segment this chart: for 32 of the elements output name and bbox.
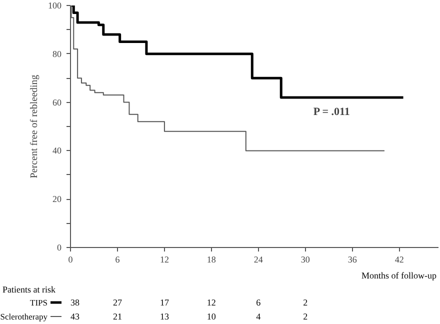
text: 4: [256, 312, 262, 322]
y-tick-label: 40: [52, 146, 62, 156]
x-tick-label: 0: [68, 254, 74, 264]
legend-label: TIPS: [30, 298, 48, 308]
y-tick-label: 0: [57, 242, 62, 252]
y-tick-label: 100: [48, 0, 62, 10]
text: 27: [112, 298, 122, 308]
text: 2: [303, 312, 308, 322]
text: 21: [112, 312, 122, 322]
text: Patients at risk: [2, 284, 56, 294]
x-axis-title: Months of follow-up: [362, 270, 437, 280]
text: 13: [160, 312, 170, 322]
x-tick-label: 6: [115, 254, 120, 264]
x-tick-label: 30: [300, 254, 310, 264]
text: 38: [70, 298, 80, 308]
text: 17: [160, 298, 170, 308]
annotation: P = .011: [313, 106, 350, 118]
x-tick-label: 36: [348, 254, 358, 264]
text: 10: [206, 312, 216, 322]
text: 43: [70, 312, 80, 322]
y-tick-label: 80: [52, 48, 62, 59]
text: 12: [206, 298, 216, 308]
y-axis-title: Percent free of rebleeding: [29, 74, 40, 178]
text: 6: [256, 298, 262, 308]
x-tick-label: 24: [254, 254, 264, 264]
legend-label: Sclerotherapy: [0, 312, 48, 322]
x-tick-label: 12: [160, 254, 169, 264]
x-tick-label: 18: [206, 254, 216, 264]
text: 2: [303, 298, 308, 308]
x-tick-label: 42: [394, 254, 404, 264]
y-tick-label: 60: [52, 97, 62, 108]
y-tick-label: 20: [52, 194, 62, 204]
